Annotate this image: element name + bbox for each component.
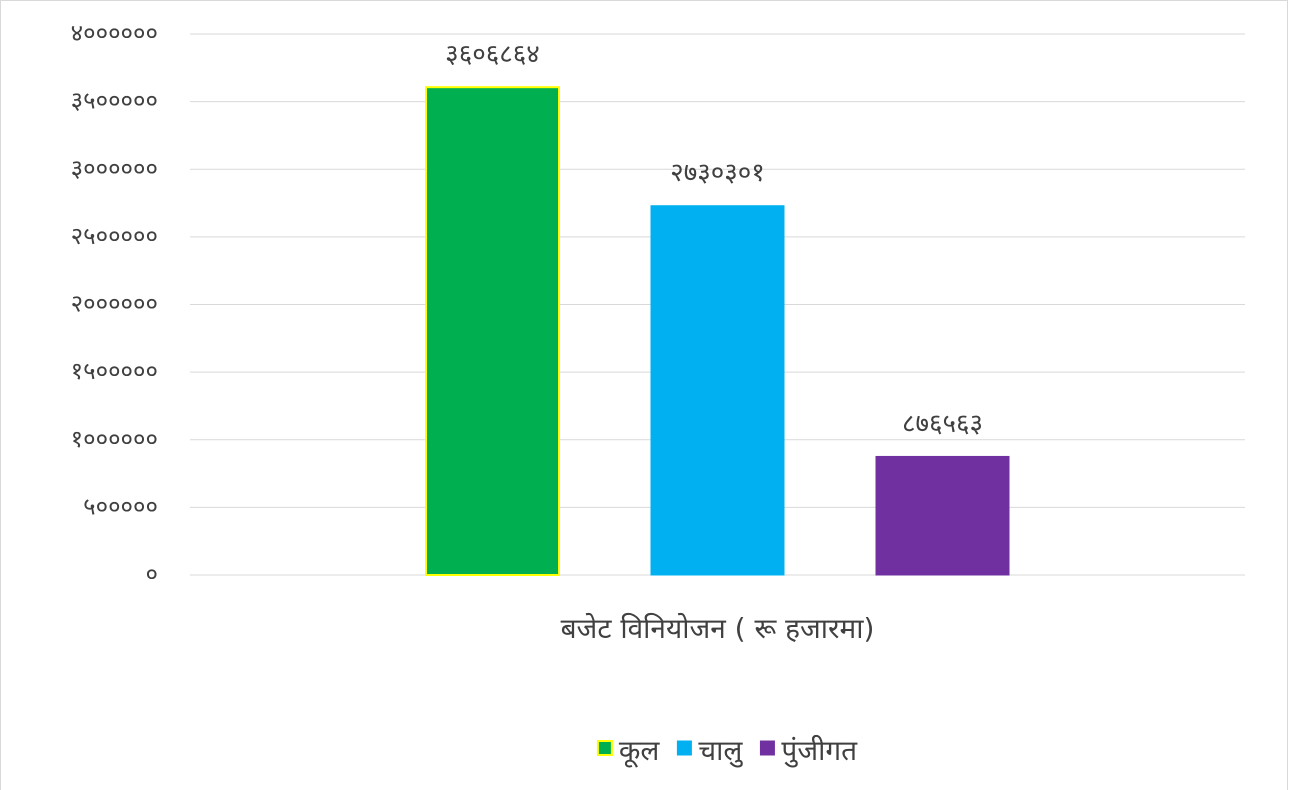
bar <box>875 455 1010 576</box>
legend-label: कूल <box>619 734 661 768</box>
y-tick-label: २०००००० <box>71 290 158 318</box>
y-tick-label: ५००००० <box>83 492 158 520</box>
legend-label: चालु <box>698 734 743 768</box>
y-tick-label: ३५००००० <box>71 87 158 115</box>
legend-label: पुंजीगत <box>781 734 858 768</box>
bar <box>425 86 560 577</box>
y-tick-label: ४०००००० <box>71 19 158 47</box>
y-tick-label: ३०००००० <box>71 154 158 182</box>
data-label: २७३०३०१ <box>670 158 765 188</box>
legend-swatch <box>676 740 692 756</box>
x-tick-label: बजेट विनियोजन ( रू हजारमा) <box>561 612 875 645</box>
y-tick-label: २५००००० <box>71 222 158 250</box>
y-tick-label: १०००००० <box>71 425 158 453</box>
y-tick-label: ० <box>146 560 158 588</box>
y-tick-label: १५००००० <box>71 357 158 385</box>
data-label: ३६०६८६४ <box>445 40 540 70</box>
legend-swatch <box>596 740 613 756</box>
bar <box>650 205 785 576</box>
legend-swatch <box>759 740 775 756</box>
data-label: ८७६५६३ <box>902 409 983 439</box>
